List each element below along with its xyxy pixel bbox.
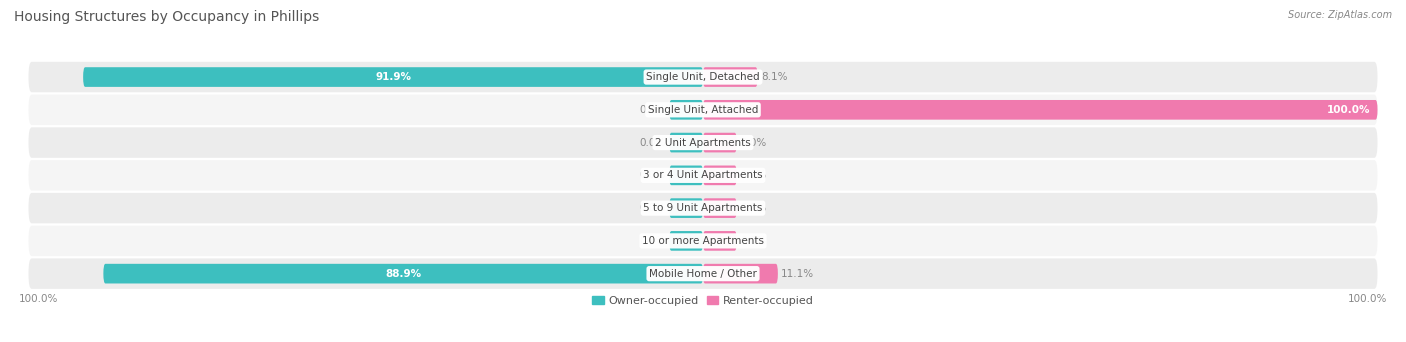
FancyBboxPatch shape	[28, 62, 1378, 92]
FancyBboxPatch shape	[669, 100, 703, 120]
Text: 0.0%: 0.0%	[740, 236, 766, 246]
Text: 0.0%: 0.0%	[640, 236, 666, 246]
Text: 2 Unit Apartments: 2 Unit Apartments	[655, 137, 751, 148]
FancyBboxPatch shape	[703, 264, 778, 284]
FancyBboxPatch shape	[703, 133, 737, 153]
FancyBboxPatch shape	[83, 67, 703, 87]
FancyBboxPatch shape	[669, 231, 703, 251]
FancyBboxPatch shape	[669, 133, 703, 153]
Text: 3 or 4 Unit Apartments: 3 or 4 Unit Apartments	[643, 170, 763, 180]
Text: 100.0%: 100.0%	[18, 294, 58, 304]
FancyBboxPatch shape	[703, 67, 758, 87]
FancyBboxPatch shape	[104, 264, 703, 284]
Text: 8.1%: 8.1%	[761, 72, 787, 82]
Text: Housing Structures by Occupancy in Phillips: Housing Structures by Occupancy in Phill…	[14, 10, 319, 24]
Text: Single Unit, Detached: Single Unit, Detached	[647, 72, 759, 82]
Text: 0.0%: 0.0%	[740, 170, 766, 180]
Text: 0.0%: 0.0%	[740, 203, 766, 213]
FancyBboxPatch shape	[28, 95, 1378, 125]
FancyBboxPatch shape	[28, 226, 1378, 256]
FancyBboxPatch shape	[703, 198, 737, 218]
Text: 0.0%: 0.0%	[740, 137, 766, 148]
Text: 100.0%: 100.0%	[1348, 294, 1388, 304]
Text: Mobile Home / Other: Mobile Home / Other	[650, 269, 756, 279]
FancyBboxPatch shape	[703, 100, 1378, 120]
FancyBboxPatch shape	[28, 160, 1378, 190]
Text: 11.1%: 11.1%	[782, 269, 814, 279]
FancyBboxPatch shape	[28, 193, 1378, 223]
Text: Source: ZipAtlas.com: Source: ZipAtlas.com	[1288, 10, 1392, 20]
FancyBboxPatch shape	[28, 259, 1378, 289]
Text: 88.9%: 88.9%	[385, 269, 422, 279]
FancyBboxPatch shape	[28, 127, 1378, 158]
Text: 0.0%: 0.0%	[640, 137, 666, 148]
Text: 10 or more Apartments: 10 or more Apartments	[643, 236, 763, 246]
FancyBboxPatch shape	[669, 198, 703, 218]
Text: 0.0%: 0.0%	[640, 203, 666, 213]
Text: 0.0%: 0.0%	[640, 105, 666, 115]
Text: Single Unit, Attached: Single Unit, Attached	[648, 105, 758, 115]
FancyBboxPatch shape	[703, 231, 737, 251]
Legend: Owner-occupied, Renter-occupied: Owner-occupied, Renter-occupied	[592, 296, 814, 306]
FancyBboxPatch shape	[703, 166, 737, 185]
Text: 100.0%: 100.0%	[1327, 105, 1371, 115]
Text: 5 to 9 Unit Apartments: 5 to 9 Unit Apartments	[644, 203, 762, 213]
Text: 0.0%: 0.0%	[640, 170, 666, 180]
Text: 91.9%: 91.9%	[375, 72, 411, 82]
FancyBboxPatch shape	[669, 166, 703, 185]
